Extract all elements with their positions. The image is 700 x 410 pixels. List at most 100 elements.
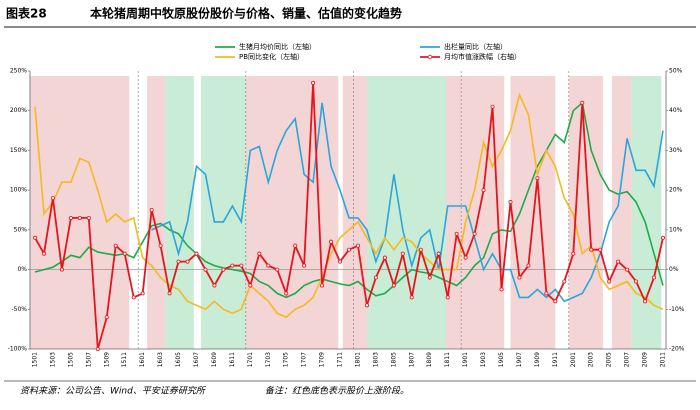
point [59, 267, 64, 272]
point [346, 247, 351, 252]
point [499, 287, 504, 292]
shaded-band [472, 76, 505, 349]
point [454, 231, 459, 236]
point [41, 251, 46, 256]
point [589, 247, 594, 252]
point [508, 200, 513, 205]
x-tick-label: 1803 [372, 352, 379, 367]
shaded-band [200, 76, 246, 349]
series-line [34, 92, 664, 319]
y2-tick-label: -10% [669, 306, 685, 313]
point [284, 291, 289, 296]
point [436, 251, 441, 256]
shaded-band [445, 76, 478, 349]
point [77, 215, 82, 220]
x-tick-label: 1805 [390, 352, 397, 367]
legend-label: 生猪月均价同比（左轴） [239, 42, 316, 51]
point [311, 80, 316, 85]
point [391, 283, 396, 288]
y2-tick-label: 50% [669, 68, 683, 75]
shaded-band [631, 76, 662, 349]
point [248, 283, 253, 288]
point [427, 275, 432, 280]
point [221, 267, 226, 272]
point [185, 259, 190, 264]
legend-label: 出栏量同比（左轴） [444, 42, 507, 51]
bands [30, 76, 662, 349]
y2-tick-label: 0% [669, 266, 679, 273]
x-tick-label: 1903 [480, 352, 487, 367]
point [400, 251, 405, 256]
legend-label: 月均市值涨跌幅（右轴） [444, 52, 521, 61]
x-tick-label: 1511 [121, 352, 128, 367]
x-tick-label: 1801 [354, 352, 361, 367]
point [203, 267, 208, 272]
x-tick-label: 1809 [426, 352, 433, 367]
point [113, 243, 118, 248]
y-tick-label: 100% [10, 187, 27, 194]
point [275, 267, 280, 272]
series-line [151, 102, 664, 303]
source: 资料来源：公司公告、Wind、平安证券研究所 [20, 386, 207, 397]
point [293, 243, 298, 248]
x-tick-label: 2001 [570, 352, 577, 367]
x-tick-label: 1703 [265, 352, 272, 367]
point [652, 275, 657, 280]
shaded-band [366, 76, 448, 349]
y-tick-label: 250% [10, 68, 27, 75]
point [95, 346, 100, 351]
y-tick-label: 150% [10, 147, 27, 154]
x-tick-label: 1607 [193, 352, 200, 367]
point [329, 239, 334, 244]
point [418, 247, 423, 252]
point [230, 263, 235, 268]
x-tick-label: 1901 [462, 352, 469, 367]
x-tick-label: 1609 [211, 352, 218, 367]
y-tick-label: -50% [11, 306, 27, 313]
point [481, 188, 486, 193]
point [643, 299, 648, 304]
figure-label: 图表28 [6, 6, 47, 21]
x-tick-label: 1701 [247, 352, 254, 367]
point [86, 215, 91, 220]
x-tick-label: 1807 [408, 352, 415, 367]
point [212, 283, 217, 288]
shaded-band [147, 76, 166, 349]
x-tick-label: 1711 [337, 352, 344, 367]
point [33, 235, 38, 240]
point [355, 243, 360, 248]
point [472, 231, 477, 236]
point [445, 295, 450, 300]
y2-tick-label: 30% [669, 147, 683, 154]
note: 备注：红色底色表示股价上涨阶段。 [265, 386, 409, 397]
point [562, 279, 567, 284]
x-tick-label: 1909 [534, 352, 541, 367]
point [409, 295, 414, 300]
x-tick-label: 1707 [301, 352, 308, 367]
y-tick-label: -100% [8, 346, 28, 353]
chart-title: 本轮猪周期中牧原股份股价与价格、销量、估值的变化趋势 [90, 6, 402, 21]
point [625, 267, 630, 272]
x-tick-label: 1911 [552, 352, 559, 367]
point [553, 299, 558, 304]
x-tick-label: 1505 [67, 352, 74, 367]
point [131, 295, 136, 300]
point [634, 279, 639, 284]
legend-label: PB同比变化（左轴） [239, 52, 304, 61]
legend-marker [427, 54, 433, 60]
point [176, 259, 181, 264]
x-tick-label: 2003 [588, 352, 595, 367]
y-tick-label: 50% [14, 226, 28, 233]
point [571, 251, 576, 256]
x-tick-label: 1601 [139, 352, 146, 367]
y2-tick-label: 20% [669, 187, 683, 194]
point [239, 263, 244, 268]
shaded-band [30, 76, 130, 349]
x-tick-label: 1611 [229, 352, 236, 367]
x-tick-label: 2007 [624, 352, 631, 367]
x-tick-label: 2009 [642, 352, 649, 367]
point [517, 275, 522, 280]
x-tick-label: 1503 [49, 352, 56, 367]
point [490, 104, 495, 109]
